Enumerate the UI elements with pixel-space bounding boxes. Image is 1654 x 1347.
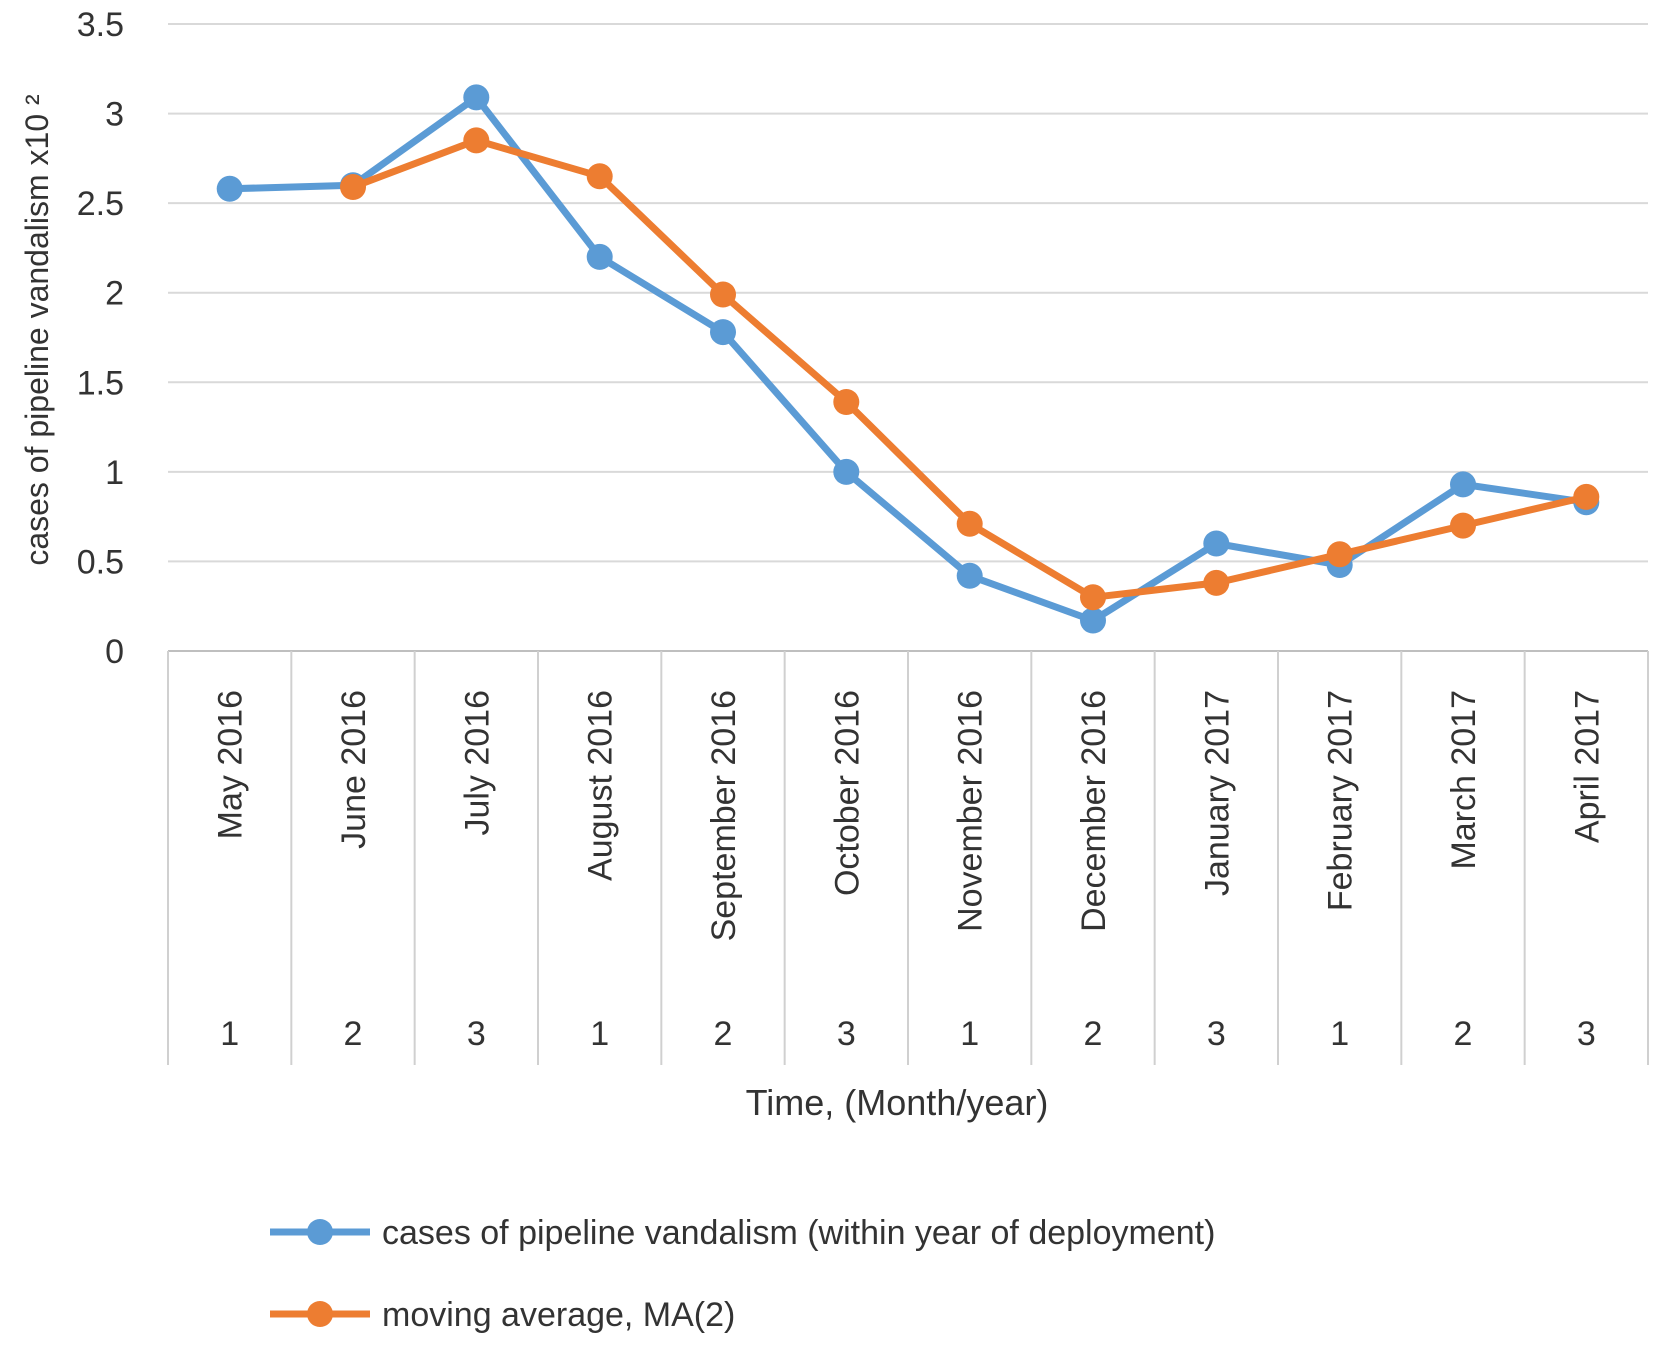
data-point-series-0	[710, 319, 736, 346]
y-tick-label: 0.5	[77, 543, 124, 581]
x-group-label: 1	[1330, 1015, 1349, 1053]
x-group-label: 2	[1454, 1015, 1473, 1053]
legend-marker-moving-average	[307, 1301, 333, 1327]
y-tick-label: 1.5	[77, 364, 124, 402]
y-tick-label: 0	[105, 633, 124, 671]
y-tick-label: 1	[105, 454, 124, 492]
x-category-label: November 2016	[952, 690, 990, 932]
x-category-label: August 2016	[582, 690, 620, 881]
x-group-label: 1	[590, 1015, 609, 1053]
category-axis-table: May 2016 1 June 2016 2 July 2016 3 August 2016…	[167, 650, 1649, 1065]
data-point-series-0	[1450, 471, 1476, 498]
y-tick-label: 2	[105, 275, 124, 313]
legend-item-moving-average: moving average, MA(2)	[270, 1296, 735, 1334]
y-tick-label: 3	[105, 96, 124, 134]
x-category-label: March 2017	[1445, 690, 1483, 870]
data-point-series-1	[463, 127, 490, 154]
x-group-label: 2	[714, 1015, 733, 1053]
data-point-series-1	[1450, 512, 1476, 539]
x-category-label: December 2016	[1075, 690, 1113, 932]
data-point-series-1	[710, 281, 736, 308]
x-category-label: January 2017	[1198, 690, 1236, 896]
x-group-label: 1	[220, 1015, 239, 1053]
y-axis-ticks: 0 0.5 1 1.5 2 2.5 3 3.5	[77, 6, 124, 671]
data-point-series-1	[1080, 584, 1106, 611]
x-group-label: 3	[1577, 1015, 1596, 1053]
grid-layer	[168, 23, 1648, 563]
x-category-label: October 2016	[828, 690, 866, 896]
x-category-label: June 2016	[335, 690, 373, 849]
x-category-label: April 2017	[1568, 690, 1606, 843]
data-point-series-0	[1203, 530, 1230, 557]
x-group-label: 2	[344, 1015, 363, 1053]
data-point-series-0	[956, 562, 983, 589]
x-category-label: July 2016	[458, 690, 496, 836]
legend: cases of pipeline vandalism (within year…	[270, 1214, 1215, 1334]
x-group-label: 3	[467, 1015, 486, 1053]
x-category-label: February 2017	[1322, 690, 1360, 911]
data-point-series-0	[216, 175, 243, 202]
legend-marker-cases	[307, 1219, 333, 1245]
series-layer	[216, 84, 1600, 634]
x-group-label: 1	[960, 1015, 979, 1053]
data-point-series-0	[1080, 607, 1106, 634]
legend-label-moving-average: moving average, MA(2)	[382, 1296, 735, 1334]
data-point-series-1	[340, 174, 366, 200]
data-point-series-1	[1326, 541, 1353, 568]
x-category-label: September 2016	[705, 690, 743, 941]
data-point-series-1	[833, 389, 860, 415]
x-group-label: 3	[1207, 1015, 1226, 1053]
y-axis-title: cases of pipeline vandalism x10 ²	[19, 94, 55, 566]
legend-item-cases: cases of pipeline vandalism (within year…	[270, 1214, 1215, 1252]
data-point-series-0	[463, 84, 490, 111]
data-point-series-1	[1573, 483, 1600, 510]
legend-label-cases: cases of pipeline vandalism (within year…	[382, 1214, 1215, 1252]
data-point-series-0	[586, 243, 613, 270]
data-point-series-1	[956, 510, 983, 537]
x-group-label: 3	[837, 1015, 856, 1053]
y-tick-label: 2.5	[77, 185, 124, 223]
data-point-series-0	[833, 458, 860, 485]
x-axis-title: Time, (Month/year)	[746, 1082, 1049, 1123]
data-point-series-1	[1203, 569, 1230, 596]
x-group-label: 2	[1084, 1015, 1103, 1053]
data-point-series-1	[586, 163, 613, 190]
y-tick-label: 3.5	[77, 6, 124, 44]
x-category-label: May 2016	[212, 690, 250, 839]
